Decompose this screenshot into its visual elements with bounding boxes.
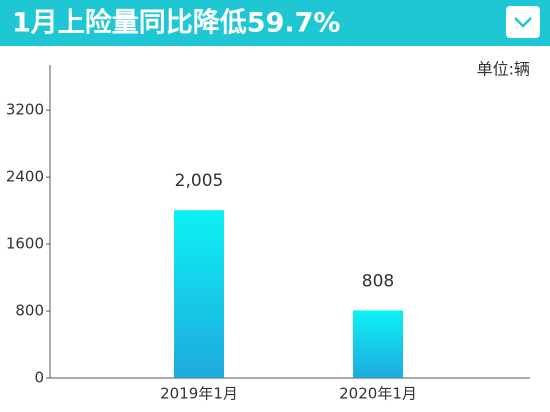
value-label: 2,005 <box>175 171 224 191</box>
y-tick-label: 1600 <box>6 235 44 253</box>
x-tick-label: 2019年1月 <box>160 385 238 403</box>
chevron-icon[interactable] <box>514 17 532 28</box>
y-tick-label: 3200 <box>6 101 44 119</box>
value-label: 808 <box>362 271 394 291</box>
y-tick-label: 2400 <box>6 168 44 186</box>
header-band <box>0 0 550 46</box>
bar <box>174 210 224 378</box>
bar <box>353 310 403 378</box>
dropdown-button[interactable] <box>506 6 540 38</box>
chart-title: 1月上险量同比降低59.7% <box>12 7 340 39</box>
y-tick-label: 0 <box>34 369 44 387</box>
button-bg[interactable] <box>506 6 540 38</box>
y-tick-label: 800 <box>15 302 44 320</box>
x-tick-label: 2020年1月 <box>339 385 417 403</box>
unit-label: 单位:辆 <box>477 60 530 79</box>
